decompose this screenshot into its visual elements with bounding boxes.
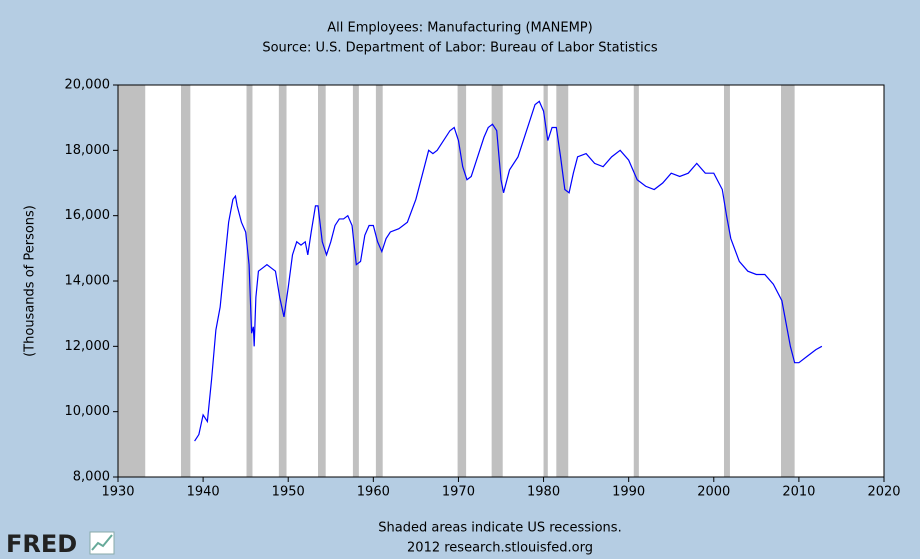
recession-band xyxy=(352,85,359,477)
x-tick-label: 1970 xyxy=(442,485,475,500)
recession-band xyxy=(491,85,503,477)
x-tick-label: 2010 xyxy=(782,485,815,500)
chart-title: All Employees: Manufacturing (MANEMP) xyxy=(327,21,592,36)
data-line xyxy=(194,100,823,442)
recession-band xyxy=(556,85,569,477)
logo-box xyxy=(89,531,115,555)
y-axis-label: (Thousands of Persons) xyxy=(23,205,38,357)
x-tick-label: 1960 xyxy=(357,485,390,500)
x-tick-label: 1950 xyxy=(272,485,305,500)
recession-band xyxy=(375,85,383,477)
y-tick-label: 10,000 xyxy=(65,404,111,419)
recession-band xyxy=(543,85,548,477)
y-tick-label: 12,000 xyxy=(65,339,111,354)
note: Shaded areas indicate US recessions. xyxy=(378,521,621,536)
recession-band xyxy=(118,85,146,477)
y-tick-label: 8,000 xyxy=(73,470,110,485)
x-tick-label: 1940 xyxy=(187,485,220,500)
x-tick-label: 2000 xyxy=(697,485,730,500)
y-tick-label: 14,000 xyxy=(65,274,111,289)
y-tick-label: 18,000 xyxy=(65,143,111,158)
recession-band xyxy=(318,85,326,477)
chart-subtitle: Source: U.S. Department of Labor: Bureau… xyxy=(262,41,658,56)
credit: 2012 research.stlouisfed.org xyxy=(407,541,593,556)
recession-band xyxy=(180,85,191,477)
recession-band xyxy=(457,85,467,477)
x-tick-label: 2020 xyxy=(867,485,900,500)
y-tick-label: 20,000 xyxy=(65,78,111,93)
x-tick-label: 1990 xyxy=(612,485,645,500)
logo-icon xyxy=(89,531,115,555)
logo-line xyxy=(91,534,113,551)
plot-border xyxy=(117,84,885,478)
recession-band xyxy=(633,85,639,477)
x-tick-label: 1930 xyxy=(101,485,134,500)
logo: FRED xyxy=(6,530,77,558)
recession-band xyxy=(723,85,730,477)
y-tick-label: 16,000 xyxy=(65,208,111,223)
recession-band xyxy=(278,85,287,477)
recession-band xyxy=(781,85,795,477)
x-tick-label: 1980 xyxy=(527,485,560,500)
